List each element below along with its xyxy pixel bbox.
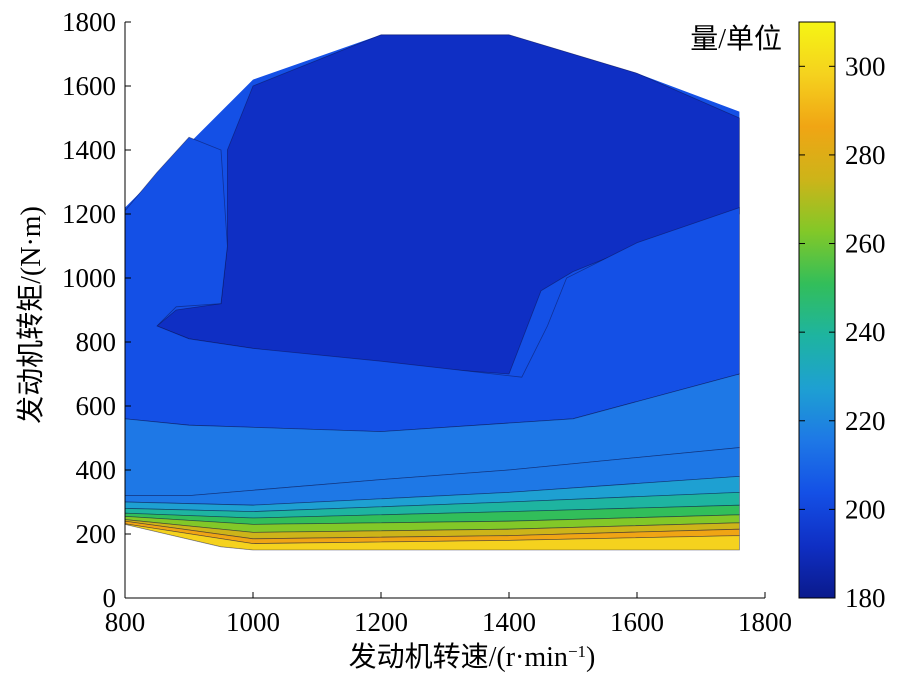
- colorbar-tick-label: 300: [845, 51, 886, 81]
- y-tick-label: 1000: [62, 263, 116, 293]
- colorbar-tick-label: 280: [845, 140, 886, 170]
- x-tick-label: 1200: [354, 607, 408, 637]
- y-tick-label: 1600: [62, 71, 116, 101]
- x-tick-label: 800: [105, 607, 146, 637]
- y-tick-label: 800: [76, 327, 117, 357]
- colorbar-title: 量/单位: [690, 23, 782, 55]
- y-tick-label: 1400: [62, 135, 116, 165]
- plot-area: [124, 34, 740, 551]
- colorbar: 180 200 220 240 260 280 300: [798, 21, 886, 613]
- colorbar-tick-label: 220: [845, 406, 886, 436]
- colorbar-tick-label: 200: [845, 494, 886, 524]
- x-tick-label: 1400: [482, 607, 536, 637]
- x-axis-title: 发动机转速/(r·min−1): [349, 641, 596, 673]
- x-tick-label: 1000: [226, 607, 280, 637]
- y-tick-label: 400: [76, 455, 117, 485]
- y-tick-label: 0: [103, 583, 117, 613]
- colorbar-tick-label: 240: [845, 317, 886, 347]
- colorbar-tick-label: 180: [845, 583, 886, 613]
- axes: 800 1000 1200 1400 1600 1800 0 200 400 600 800 1000…: [62, 7, 792, 637]
- contour-band-300: [124, 523, 740, 551]
- x-tick-label: 1800: [738, 607, 792, 637]
- y-tick-label: 600: [76, 391, 117, 421]
- colorbar-tick-label: 260: [845, 229, 886, 259]
- x-tick-label: 1600: [610, 607, 664, 637]
- y-tick-label: 1200: [62, 199, 116, 229]
- y-tick-label: 1800: [62, 7, 116, 37]
- y-tick-label: 200: [76, 519, 117, 549]
- colorbar-gradient: [798, 21, 836, 599]
- y-axis-title: 发动机转矩/(N·m): [15, 206, 47, 424]
